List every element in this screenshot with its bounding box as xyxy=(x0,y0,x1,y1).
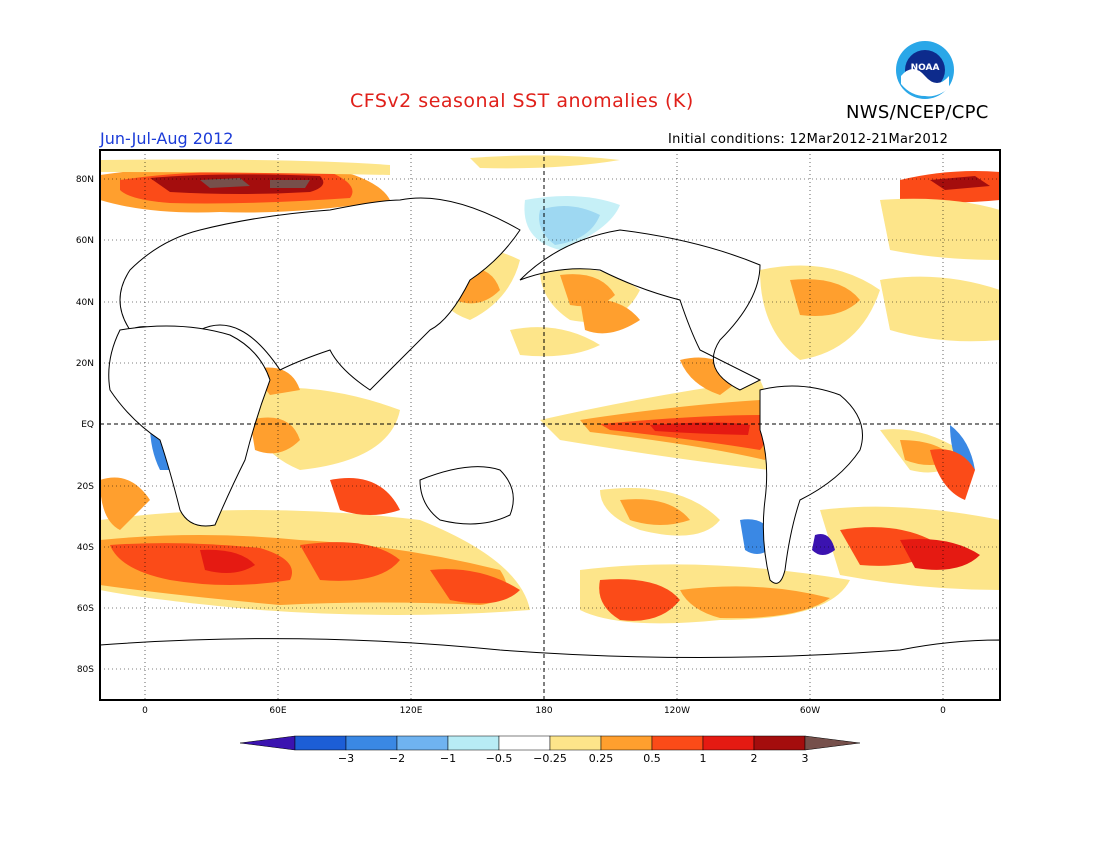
lat-label: 20N xyxy=(76,359,94,369)
lat-label: 60N xyxy=(76,236,94,246)
lat-label: 40S xyxy=(77,543,94,553)
colorbar-tick-label: 2 xyxy=(751,752,758,765)
map-frame xyxy=(99,149,1001,701)
colorbar-tick-label: 0.25 xyxy=(589,752,614,765)
noaa-logo: NOAA xyxy=(896,41,954,99)
colorbar-tick-label: −2 xyxy=(389,752,405,765)
lat-label: 60S xyxy=(77,604,94,614)
colorbar-segment xyxy=(702,735,755,751)
lon-label: 0 xyxy=(142,706,148,716)
lon-label: 0 xyxy=(940,706,946,716)
colorbar-arrow-low xyxy=(239,735,296,751)
lon-label: 180 xyxy=(535,706,552,716)
lat-label: 80N xyxy=(76,175,94,185)
colorbar-segment xyxy=(498,735,551,751)
lon-label: 60E xyxy=(269,706,286,716)
lat-label: 40N xyxy=(76,298,94,308)
lon-label: 60W xyxy=(800,706,820,716)
lon-label: 120E xyxy=(400,706,423,716)
colorbar: −3 −2 −1 −0.5 −0.25 0.25 0.5 1 2 3 xyxy=(239,735,861,765)
lat-label: 80S xyxy=(77,665,94,675)
colorbar-tick-label: 1 xyxy=(700,752,707,765)
colorbar-segment xyxy=(651,735,704,751)
colorbar-tick-label: −0.5 xyxy=(486,752,513,765)
agency-label: NWS/NCEP/CPC xyxy=(846,102,989,123)
colorbar-segment xyxy=(294,735,347,751)
colorbar-arrow-high xyxy=(804,735,861,751)
colorbar-tick-label: −1 xyxy=(440,752,456,765)
lat-label: 20S xyxy=(77,482,94,492)
chart-title: CFSv2 seasonal SST anomalies (K) xyxy=(350,90,694,112)
lat-labels: 80N 60N 40N 20N EQ 20S 40S 60S 80S xyxy=(76,175,94,675)
colorbar-tick-label: 0.5 xyxy=(643,752,661,765)
lon-labels: 0 60E 120E 180 120W 60W 0 xyxy=(142,706,946,716)
colorbar-segment xyxy=(447,735,500,751)
lon-label: 120W xyxy=(664,706,690,716)
colorbar-segment xyxy=(600,735,653,751)
colorbar-tick-label: 3 xyxy=(802,752,809,765)
colorbar-tick-label: −3 xyxy=(338,752,354,765)
colorbar-segment xyxy=(396,735,449,751)
logo-text: NOAA xyxy=(911,63,940,73)
coastlines xyxy=(100,197,1000,700)
season-label: Jun-Jul-Aug 2012 xyxy=(100,129,234,148)
colorbar-segment xyxy=(549,735,602,751)
initial-conditions-label: Initial conditions: 12Mar2012-21Mar2012 xyxy=(668,132,949,147)
colorbar-tick-label: −0.25 xyxy=(533,752,567,765)
colorbar-segment xyxy=(753,735,806,751)
colorbar-segment xyxy=(345,735,398,751)
lat-label: EQ xyxy=(81,420,94,430)
